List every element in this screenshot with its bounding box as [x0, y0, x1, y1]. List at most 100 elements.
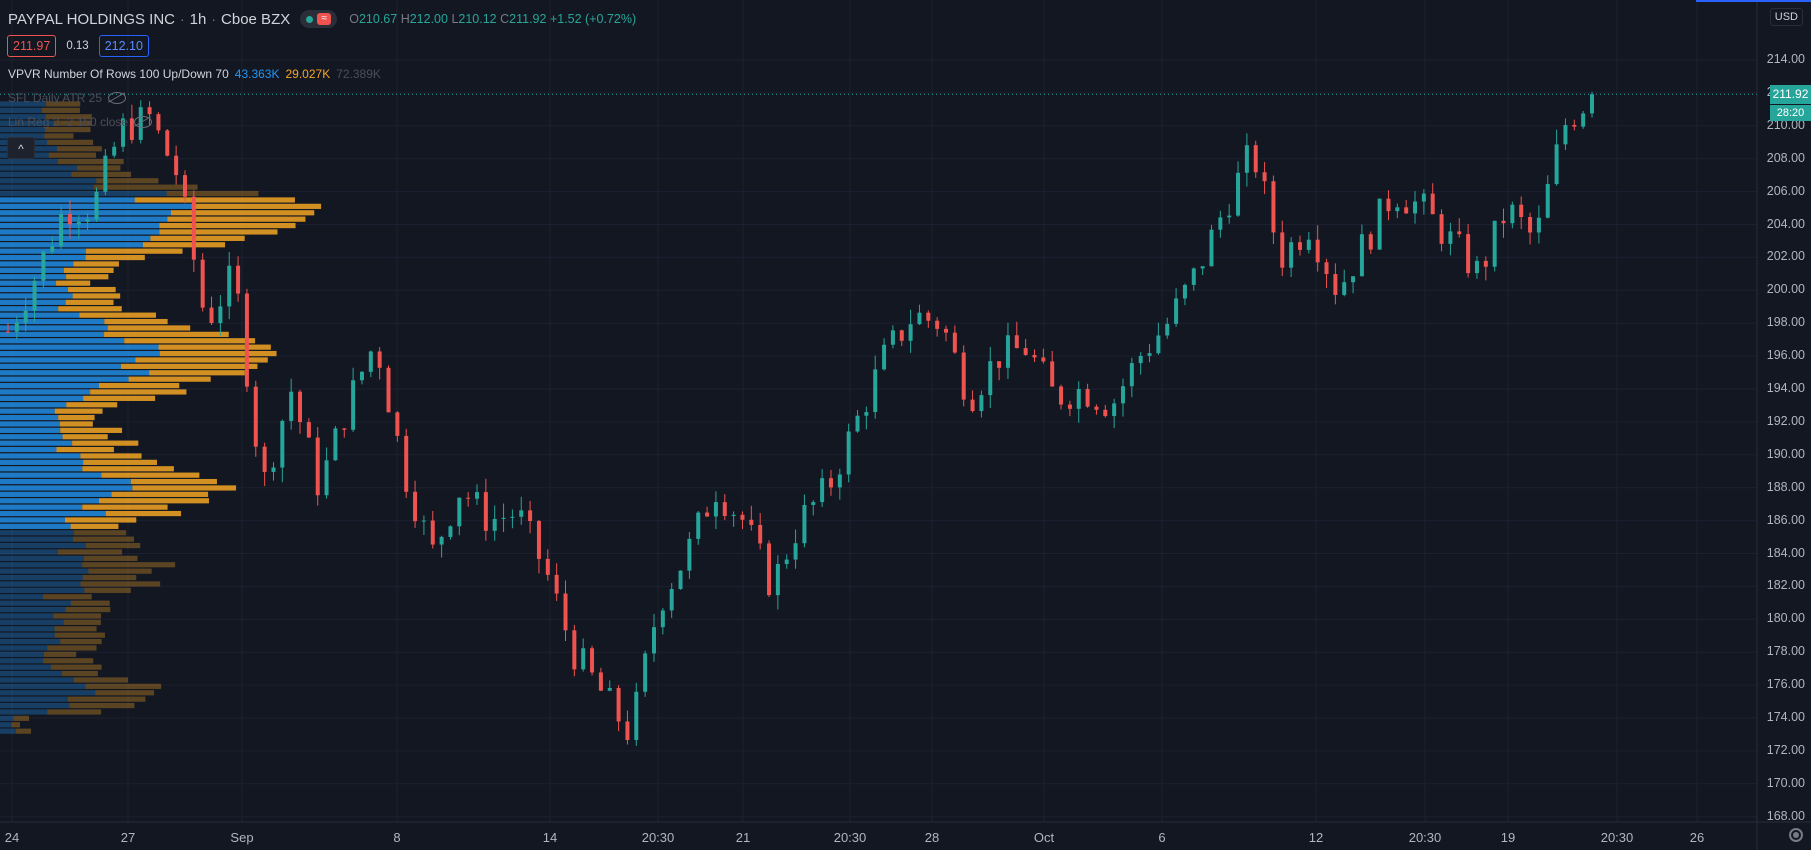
- vp-up-bar: [0, 606, 66, 613]
- collapse-legend-button[interactable]: ^: [7, 137, 35, 159]
- vp-down-bar: [83, 395, 156, 401]
- vp-up-bar: [0, 197, 135, 203]
- candle-body: [253, 386, 258, 447]
- candle-body: [1200, 266, 1205, 269]
- indicator-linreg[interactable]: Lin Reg 2 -2 150 close: [8, 115, 153, 129]
- price-tick-label: 180.00: [1766, 611, 1805, 626]
- candle-body: [767, 543, 772, 596]
- vp-down-bar: [142, 242, 226, 248]
- vp-down-bar: [47, 139, 94, 145]
- hidden-eye-icon[interactable]: [134, 116, 153, 128]
- candle-body: [1209, 229, 1214, 267]
- vp-down-bar: [45, 114, 92, 120]
- vp-down-bar: [159, 350, 277, 357]
- price-tick-label: 194.00: [1766, 381, 1805, 395]
- vp-down-bar: [41, 107, 80, 113]
- vp-down-bar: [132, 485, 237, 491]
- symbol-legend[interactable]: PAYPAL HOLDINGS INC · 1h · Cboe BZX ≈ O2…: [8, 10, 637, 28]
- candle-body: [395, 412, 400, 436]
- top-accent-bar: [1696, 0, 1811, 2]
- vp-up-bar: [0, 453, 81, 459]
- price-tick-label: 214.00: [1766, 52, 1805, 66]
- candle-body: [882, 344, 887, 370]
- candle-body: [519, 510, 524, 517]
- price-tick-label: 206.00: [1766, 183, 1805, 198]
- vp-down-bar: [88, 568, 152, 574]
- candle-body: [855, 415, 860, 432]
- time-tick-label: 20:30: [641, 830, 675, 845]
- candle-body: [563, 593, 568, 631]
- candle-body: [899, 330, 904, 341]
- vp-down-bar: [134, 197, 295, 203]
- vp-up-bar: [0, 306, 59, 312]
- candle-body: [1545, 184, 1550, 218]
- sell-button[interactable]: 211.97: [7, 35, 57, 57]
- vp-down-bar: [63, 267, 114, 273]
- vp-down-bar: [90, 389, 187, 395]
- vp-up-bar: [0, 542, 86, 549]
- vp-up-bar: [0, 421, 60, 427]
- vp-up-bar: [0, 158, 59, 165]
- candle-body: [1032, 354, 1037, 358]
- candle-body: [1333, 274, 1338, 295]
- price-tick-label: 188.00: [1766, 479, 1805, 494]
- vp-down-bar: [58, 414, 95, 421]
- candle-body: [1156, 335, 1161, 354]
- candle-body: [713, 502, 718, 517]
- price-change: +1.52 (+0.72%): [549, 12, 637, 26]
- vp-down-bar: [56, 280, 91, 286]
- vp-up-bar: [0, 594, 44, 600]
- candle-body: [182, 175, 187, 197]
- vp-down-bar: [71, 171, 132, 177]
- vp-down-bar: [58, 306, 122, 312]
- candle-body: [1368, 234, 1373, 250]
- candle-body: [85, 219, 90, 222]
- vp-up-bar: [0, 350, 160, 357]
- indicator-atr[interactable]: SFL Daily ATR 25: [8, 91, 127, 105]
- candle-body: [651, 627, 656, 654]
- candle-body: [191, 196, 196, 260]
- symbol-name[interactable]: PAYPAL HOLDINGS INC: [8, 10, 175, 28]
- hidden-eye-icon[interactable]: [108, 92, 127, 104]
- candle-body: [1014, 335, 1019, 349]
- vp-down-bar: [83, 555, 138, 561]
- vp-down-bar: [48, 152, 96, 158]
- vp-up-bar: [0, 312, 80, 318]
- candle-body: [1351, 276, 1356, 283]
- vp-down-bar: [46, 101, 81, 107]
- vp-up-bar: [0, 722, 12, 728]
- vp-up-bar: [0, 101, 47, 107]
- vp-down-bar: [72, 293, 121, 299]
- vp-up-bar: [0, 664, 51, 670]
- vp-up-bar: [0, 325, 108, 331]
- market-status[interactable]: ≈: [300, 10, 338, 28]
- candle-body: [492, 518, 497, 531]
- vp-down-bar: [82, 504, 168, 510]
- price-tick-label: 176.00: [1766, 677, 1805, 692]
- candle-body: [244, 293, 249, 387]
- buy-button[interactable]: 212.10: [98, 35, 149, 57]
- candle-body: [740, 514, 745, 520]
- vp-down-bar: [111, 491, 209, 497]
- candle-body: [1519, 204, 1524, 218]
- last-price-tag: 211.92: [1770, 85, 1811, 105]
- settings-gear-icon[interactable]: [1789, 828, 1803, 842]
- vp-up-bar: [0, 619, 64, 625]
- candle-body: [430, 520, 435, 545]
- vp-up-bar: [0, 670, 62, 677]
- candle-body: [749, 519, 754, 525]
- candle-body: [103, 155, 108, 192]
- indicator-vpvr[interactable]: VPVR Number Of Rows 100 Up/Down 70 43.36…: [8, 67, 381, 81]
- interval-label[interactable]: 1h: [189, 10, 207, 28]
- vp-up-bar: [0, 658, 44, 664]
- vp-up-bar: [0, 638, 61, 645]
- vp-up-bar: [0, 523, 71, 529]
- candle-body: [1280, 232, 1285, 268]
- candle-body: [1474, 260, 1479, 274]
- vp-up-bar: [0, 165, 78, 171]
- currency-label[interactable]: USD: [1769, 8, 1803, 26]
- candle-body: [1050, 361, 1055, 387]
- vpvr-down-volume: 29.027K: [285, 67, 331, 81]
- candle-body: [1076, 389, 1081, 409]
